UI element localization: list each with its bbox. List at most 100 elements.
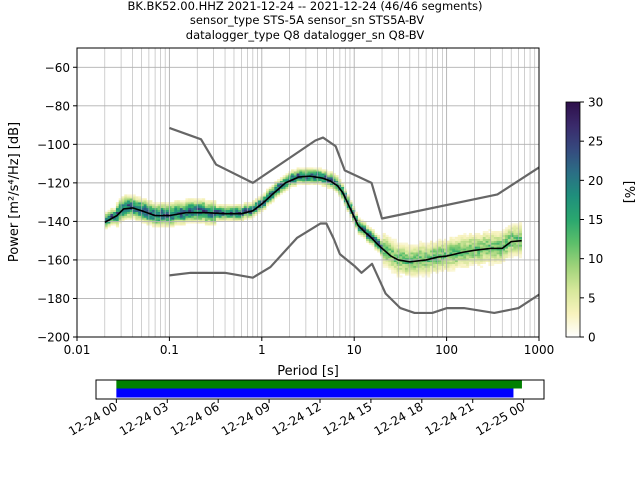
- histogram-cell: [146, 215, 150, 218]
- histogram-cell: [121, 202, 125, 205]
- histogram-cell: [410, 271, 414, 274]
- histogram-cell: [227, 219, 231, 222]
- histogram-cell: [499, 246, 503, 249]
- histogram-cell: [485, 259, 489, 263]
- histogram-cell: [385, 256, 389, 259]
- histogram-cell: [221, 213, 225, 216]
- histogram-cell: [215, 215, 220, 218]
- histogram-cell: [299, 171, 303, 174]
- histogram-cell: [182, 200, 186, 203]
- histogram-cell: [510, 225, 514, 228]
- histogram-cell: [357, 221, 361, 224]
- histogram-cell: [224, 219, 228, 222]
- histogram-cell: [207, 217, 211, 220]
- histogram-cell: [157, 204, 161, 207]
- histogram-cell: [407, 263, 411, 266]
- histogram-cell: [446, 252, 450, 255]
- histogram-cell: [410, 248, 414, 251]
- histogram-cell: [457, 250, 461, 253]
- histogram-cell: [135, 200, 139, 203]
- histogram-cell: [388, 258, 392, 261]
- histogram-cell: [213, 219, 217, 222]
- histogram-cell: [516, 244, 520, 247]
- histogram-cell: [449, 269, 453, 272]
- histogram-cell: [493, 238, 497, 241]
- histogram-cell: [107, 213, 111, 216]
- histogram-cell: [296, 173, 300, 176]
- histogram-cell: [296, 171, 300, 174]
- histogram-cell: [204, 209, 208, 212]
- histogram-cell: [138, 219, 142, 222]
- histogram-cell: [480, 240, 484, 243]
- histogram-cell: [452, 269, 456, 272]
- histogram-cell: [357, 229, 361, 232]
- histogram-cell: [493, 250, 497, 253]
- histogram-cell: [474, 258, 478, 261]
- histogram-cell: [360, 221, 364, 224]
- histogram-cell: [138, 213, 142, 216]
- histogram-cell: [335, 179, 339, 182]
- histogram-cell: [513, 232, 517, 236]
- histogram-cell: [407, 256, 411, 259]
- histogram-cell: [124, 196, 128, 199]
- histogram-cell: [349, 202, 353, 205]
- histogram-cell: [241, 219, 245, 222]
- histogram-cell: [413, 244, 417, 247]
- histogram-cell: [313, 167, 317, 170]
- histogram-cell: [235, 204, 239, 207]
- histogram-cell: [410, 261, 414, 264]
- histogram-cell: [277, 179, 281, 182]
- histogram-cell: [121, 196, 125, 199]
- y-tick-label: −80: [45, 99, 70, 113]
- histogram-cell: [407, 265, 411, 268]
- histogram-cell: [391, 265, 395, 268]
- histogram-cell: [332, 188, 336, 191]
- histogram-cell: [254, 211, 258, 214]
- histogram-cell: [263, 198, 267, 201]
- histogram-cell: [196, 209, 200, 212]
- histogram-cell: [279, 186, 283, 189]
- histogram-cell: [510, 252, 514, 255]
- histogram-cell: [496, 259, 500, 263]
- histogram-cell: [235, 217, 239, 220]
- histogram-cell: [488, 242, 492, 245]
- histogram-cell: [488, 259, 492, 263]
- histogram-cell: [313, 173, 317, 176]
- histogram-cell: [127, 211, 131, 214]
- histogram-cell: [430, 263, 434, 266]
- histogram-cell: [218, 209, 222, 212]
- histogram-cell: [132, 202, 136, 205]
- histogram-cell: [366, 236, 370, 239]
- histogram-cell: [382, 238, 386, 241]
- histogram-cell: [246, 202, 250, 205]
- histogram-cell: [165, 207, 170, 211]
- histogram-cell: [388, 236, 392, 239]
- histogram-cell: [135, 215, 139, 218]
- histogram-cell: [457, 236, 461, 239]
- histogram-cell: [163, 204, 167, 207]
- histogram-cell: [152, 223, 156, 226]
- histogram-cell: [104, 213, 108, 216]
- histogram-cell: [507, 252, 511, 255]
- histogram-cell: [491, 258, 495, 261]
- histogram-cell: [505, 256, 509, 259]
- histogram-cell: [307, 167, 311, 170]
- histogram-cell: [257, 209, 261, 212]
- histogram-cell: [471, 240, 475, 243]
- histogram-cell: [449, 267, 453, 270]
- histogram-cell: [402, 271, 406, 274]
- histogram-cell: [271, 188, 275, 191]
- histogram-cell: [241, 213, 245, 216]
- histogram-cell: [152, 205, 156, 209]
- histogram-cell: [446, 265, 450, 268]
- histogram-cell: [174, 205, 178, 209]
- histogram-cell: [432, 252, 436, 255]
- histogram-cell: [493, 240, 497, 243]
- histogram-cell: [135, 213, 139, 216]
- histogram-cell: [224, 209, 228, 212]
- histogram-cell: [299, 180, 303, 184]
- histogram-cell: [443, 259, 447, 263]
- histogram-cell: [227, 205, 231, 209]
